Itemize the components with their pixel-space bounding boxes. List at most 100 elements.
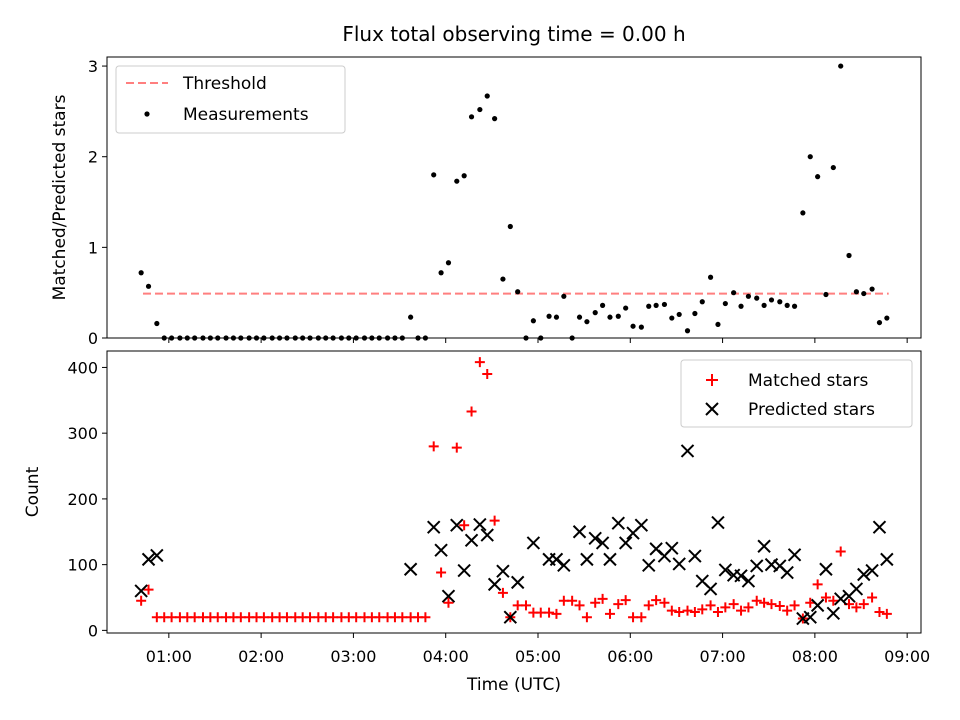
top-y-axis-label: Matched/Predicted stars <box>50 94 70 300</box>
measurement-point <box>546 313 552 319</box>
matched-star-point <box>743 602 754 613</box>
predicted-star-point <box>865 563 879 578</box>
measurement-point <box>715 321 721 328</box>
predicted-star-point <box>757 539 771 553</box>
predicted-star-point <box>803 610 817 624</box>
predicted-star-point <box>441 589 456 603</box>
matched-star-point <box>835 546 846 557</box>
measurement-point <box>461 173 467 179</box>
measurement-point <box>761 302 767 308</box>
predicted-star-point <box>450 518 464 532</box>
measurement-point <box>692 310 698 317</box>
bottom-y-axis: 0 100 200 300 400 <box>67 358 107 640</box>
matched-star-point <box>858 599 869 610</box>
matched-star-point <box>666 605 677 616</box>
measurement-point <box>815 174 821 180</box>
measurement-point <box>553 314 560 320</box>
measurement-point <box>615 313 621 319</box>
measurement-point <box>468 114 475 120</box>
matched-star-point <box>136 595 147 606</box>
matched-star-point <box>689 606 700 617</box>
predicted-star-point <box>780 565 794 580</box>
predicted-star-point <box>857 567 871 582</box>
measurement-point <box>731 290 737 296</box>
measurement-point <box>661 301 668 308</box>
bottom-y-tick-label: 200 <box>67 490 98 509</box>
matched-star-point <box>712 606 723 617</box>
measurement-point <box>138 270 144 276</box>
predicted-star-point <box>457 563 471 578</box>
measurement-point <box>576 314 583 320</box>
measurement-point <box>530 318 536 324</box>
matched-star-point <box>604 608 615 619</box>
predicted-star-point <box>787 548 802 562</box>
measurement-point <box>484 93 490 99</box>
measurement-point <box>607 314 613 320</box>
predicted-star-point <box>688 549 702 563</box>
matched-star-point <box>867 592 878 603</box>
predicted-star-point <box>526 536 541 550</box>
bottom-legend-box <box>680 359 913 428</box>
measurement-point <box>515 289 521 295</box>
measurement-point <box>684 328 691 334</box>
matched-star-point <box>520 600 531 611</box>
matched-star-point <box>782 605 793 616</box>
predicted-star-point <box>549 552 564 567</box>
top-legend: Threshold Measurements <box>115 65 346 134</box>
predicted-star-point <box>741 574 756 588</box>
measurement-point <box>738 303 744 309</box>
bottom-x-axis: 01:00 02:00 03:00 04:00 05:00 06:00 07:00 08:00… <box>146 633 930 666</box>
measurement-point <box>777 299 783 305</box>
matched-star-point <box>551 608 562 619</box>
top-y-axis: 0 1 2 3 <box>88 57 107 348</box>
measurement-point <box>830 164 836 171</box>
predicted-star-point <box>426 520 441 534</box>
measurement-point <box>507 223 513 230</box>
matched-star-point <box>482 369 493 380</box>
bottom-y-tick-label: 0 <box>88 621 98 640</box>
matched-star-point <box>728 599 739 610</box>
matched-star-point <box>805 597 816 608</box>
matched-star-point <box>636 612 647 623</box>
measurement-point <box>599 302 606 308</box>
chart-title: Flux total observing time = 0.00 h <box>342 22 685 46</box>
matched-star-point <box>812 579 823 590</box>
matched-star-point <box>428 441 439 452</box>
matched-star-point <box>820 592 831 603</box>
measurement-point <box>653 302 659 308</box>
matched-star-point <box>590 597 601 608</box>
measurement-point <box>768 297 775 303</box>
measurement-point <box>754 295 760 301</box>
measurement-point <box>561 293 567 299</box>
measurement-point <box>853 289 859 295</box>
x-tick-label: 06:00 <box>607 647 653 666</box>
predicted-star-point <box>810 598 825 613</box>
measurement-point <box>477 106 483 113</box>
bottom-y-tick-label: 100 <box>67 556 98 575</box>
x-tick-label: 04:00 <box>423 647 469 666</box>
matched-star-point <box>443 597 454 608</box>
predicted-star-point <box>849 582 864 596</box>
measurement-point <box>492 116 498 122</box>
measurement-point <box>630 323 636 329</box>
matched-star-point <box>697 604 708 615</box>
measurement-point <box>800 210 806 216</box>
predicted-star-point <box>464 533 479 548</box>
predicted-star-point <box>503 610 518 624</box>
measurement-point <box>745 293 752 299</box>
measurement-point <box>807 154 813 160</box>
predicted-star-point <box>618 536 633 550</box>
predicted-stars-legend-marker <box>705 402 719 416</box>
predicted-star-point <box>833 592 848 606</box>
bottom-y-axis-label: Count <box>23 466 43 517</box>
measurement-point <box>145 283 152 289</box>
measurement-point <box>823 291 829 298</box>
matched-star-point <box>766 599 777 610</box>
measurement-point <box>791 303 798 309</box>
measurements-legend-label: Measurements <box>183 105 309 125</box>
matched-star-point <box>705 600 716 611</box>
predicted-star-point <box>826 606 841 620</box>
matched-star-point <box>459 520 470 531</box>
matched-star-point <box>774 601 785 612</box>
predicted-star-point <box>634 518 649 532</box>
